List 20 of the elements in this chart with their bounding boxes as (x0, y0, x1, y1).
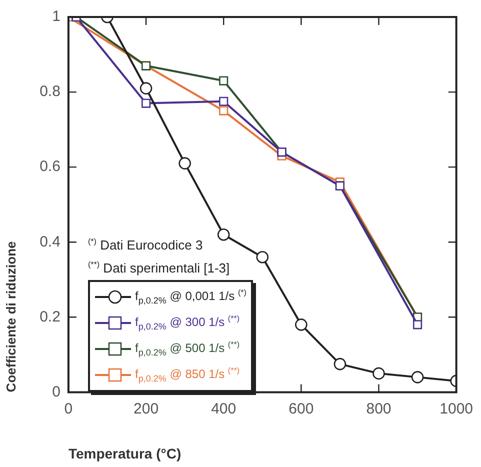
y-tick-label: 1 (52, 8, 60, 26)
x-tick-label: 200 (134, 400, 159, 418)
x-tick-label: 800 (366, 400, 392, 418)
y-axis-title: Coefficiente di riduzione (3, 241, 18, 392)
x-tick-label: 1000 (440, 400, 474, 418)
legend-label: f$_{p,0.2%}$ @ 500 1/s $^{(**)}$ (135, 340, 240, 358)
legend-label: f$_{p,0.2%}$ @ 0,001 1/s $^{(*)}$ (135, 288, 246, 306)
y-tick-label: 0 (52, 383, 60, 400)
annotation: $^{(**)}$ Dati sperimentali [1-3] (88, 259, 230, 278)
x-tick-label: 400 (211, 400, 236, 418)
y-tick-label: 0.4 (40, 233, 60, 250)
x-tick-label: 0 (64, 400, 73, 418)
y-tick-label: 0.2 (40, 308, 60, 326)
annotation: $^{(*)}$ Dati Eurocodice 3 (88, 236, 204, 254)
y-tick-label: 0.6 (40, 158, 60, 176)
legend-label: f$_{p,0.2%}$ @ 300 1/s $^{(**)}$ (135, 314, 240, 332)
legend-label: f$_{p,0.2%}$ @ 850 1/s $^{(**)}$ (135, 366, 240, 384)
x-axis-title: Temperatura (°C) (68, 445, 182, 462)
y-tick-label: 0.8 (40, 83, 60, 100)
x-tick-label: 600 (288, 400, 314, 418)
